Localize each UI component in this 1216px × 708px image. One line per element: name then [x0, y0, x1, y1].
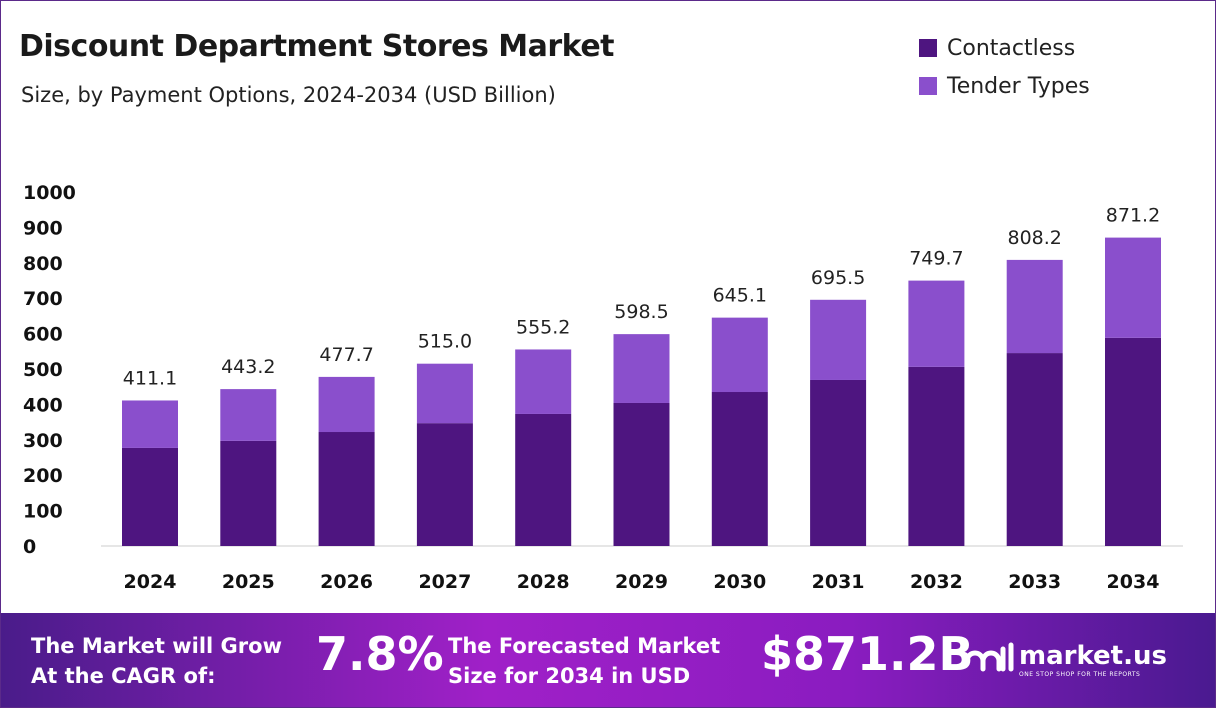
bar-tender-types	[515, 349, 572, 414]
y-tick-label: 1000	[23, 182, 76, 204]
bar-tender-types	[711, 317, 768, 393]
x-tick-label: 2025	[222, 571, 275, 593]
bar-contactless	[220, 440, 277, 546]
legend-label: Contactless	[947, 35, 1076, 61]
legend: Contactless Tender Types	[919, 29, 1090, 105]
total-label: 555.2	[516, 316, 570, 338]
y-tick-label: 800	[23, 253, 63, 275]
legend-item-contactless: Contactless	[919, 29, 1090, 67]
y-tick-label: 200	[23, 465, 63, 487]
total-label: 443.2	[221, 356, 275, 378]
total-label: 598.5	[614, 301, 668, 323]
forecast-value: $871.2B	[761, 627, 974, 681]
bar-tender-types	[122, 400, 178, 448]
total-label: 645.1	[713, 285, 767, 307]
bar-tender-types	[1105, 237, 1161, 338]
x-tick-label: 2027	[418, 571, 471, 593]
total-label: 515.0	[418, 331, 472, 353]
total-label: 695.5	[811, 267, 865, 289]
forecast-label: The Forecasted Market Size for 2034 in US…	[448, 634, 721, 688]
bar-contactless	[908, 366, 965, 546]
footer-banner: The Market will Grow At the CAGR of: 7.8%…	[1, 613, 1215, 707]
x-tick-label: 2029	[615, 571, 668, 593]
x-tick-label: 2034	[1107, 571, 1160, 593]
cagr-label: The Market will Grow At the CAGR of:	[31, 634, 282, 688]
x-tick-label: 2028	[517, 571, 570, 593]
total-label: 411.1	[123, 367, 177, 389]
y-tick-label: 0	[23, 536, 36, 558]
bar-tender-types	[318, 376, 375, 433]
x-tick-label: 2024	[124, 571, 177, 593]
y-tick-label: 100	[23, 501, 63, 523]
legend-label: Tender Types	[947, 73, 1090, 99]
y-tick-label: 900	[23, 217, 63, 239]
bar-contactless	[416, 423, 473, 546]
logo-icon	[964, 642, 1014, 672]
bar-contactless	[1006, 353, 1063, 546]
chart-title: Discount Department Stores Market	[19, 29, 615, 64]
bar-contactless	[1105, 337, 1161, 546]
legend-swatch	[919, 77, 937, 95]
bar-tender-types	[416, 363, 473, 424]
legend-item-tender-types: Tender Types	[919, 67, 1090, 105]
bar-contactless	[711, 392, 768, 546]
total-label: 808.2	[1007, 227, 1061, 249]
bar-tender-types	[810, 299, 867, 380]
bar-tender-types	[613, 334, 670, 403]
x-tick-label: 2031	[812, 571, 865, 593]
y-tick-label: 700	[23, 288, 63, 310]
legend-swatch	[919, 39, 937, 57]
market-us-logo: market.us ONE STOP SHOP FOR THE REPORTS	[963, 639, 1167, 679]
cagr-value: 7.8%	[316, 627, 444, 681]
y-tick-label: 600	[23, 324, 63, 346]
bar-contactless	[515, 413, 572, 546]
bar-contactless	[318, 432, 375, 546]
total-label: 749.7	[909, 248, 963, 270]
y-tick-label: 400	[23, 394, 63, 416]
brand-name: market.us	[1019, 640, 1167, 671]
bar-tender-types	[220, 389, 277, 441]
bar-tender-types	[1006, 259, 1063, 354]
chart-subtitle: Size, by Payment Options, 2024-2034 (USD…	[21, 83, 556, 107]
x-tick-label: 2033	[1008, 571, 1061, 593]
x-tick-label: 2026	[320, 571, 373, 593]
bar-contactless	[810, 379, 867, 546]
total-label: 871.2	[1106, 205, 1160, 227]
bar-tender-types	[908, 280, 965, 367]
brand-tagline: ONE STOP SHOP FOR THE REPORTS	[1019, 670, 1141, 678]
bar-contactless	[613, 402, 670, 546]
y-tick-label: 500	[23, 359, 63, 381]
x-tick-label: 2032	[910, 571, 963, 593]
bar-chart: 0 100 200 300 400 500 600 700 800 900 1000 411.1 202…	[23, 182, 1183, 593]
bar-contactless	[122, 447, 178, 546]
y-tick-label: 300	[23, 430, 63, 452]
total-label: 477.7	[319, 344, 373, 366]
x-tick-label: 2030	[713, 571, 766, 593]
